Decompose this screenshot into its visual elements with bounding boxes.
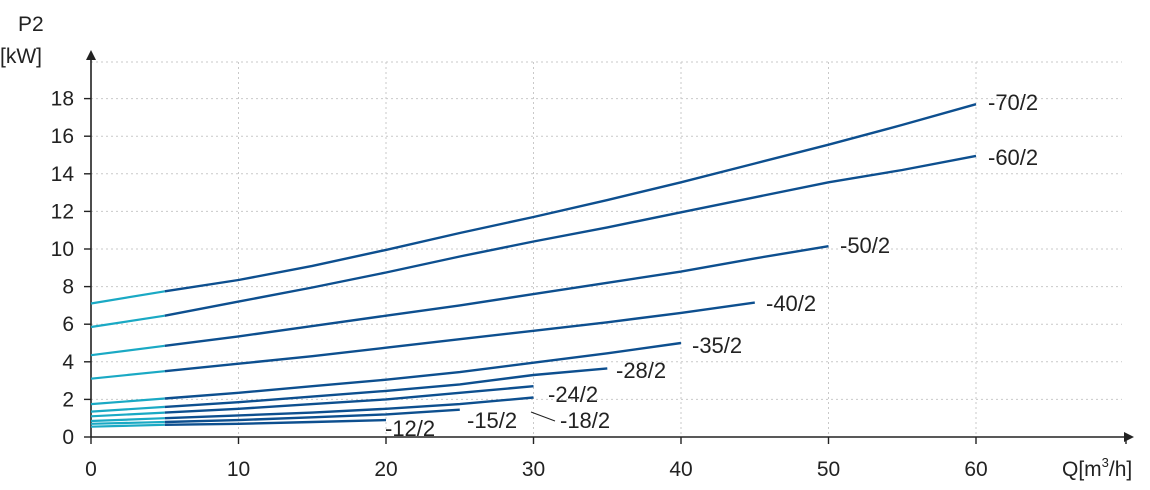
- y-tick-label-4: 4: [62, 351, 74, 374]
- series-70-2-low-flow-line: [90, 290, 165, 305]
- x-tick-label-40: 40: [669, 458, 692, 481]
- y-axis-arrow: [86, 50, 96, 60]
- series-label-15-2: -15/2: [467, 408, 517, 433]
- series-35-2-line: [164, 341, 682, 400]
- series-label-35-2: -35/2: [692, 333, 742, 358]
- y-tick-label-18: 18: [51, 88, 74, 111]
- y-axis-title-line2: [kW]: [0, 45, 42, 68]
- series-label-18-2: -18/2: [560, 408, 610, 433]
- series: [90, 103, 977, 428]
- grid: [91, 61, 1122, 437]
- y-tick-label-0: 0: [62, 426, 74, 449]
- series-18-2-leader-line: [530, 411, 556, 422]
- series-60-2-line: [164, 154, 977, 317]
- series-labels: -70/2 -60/2 -50/2 -40/2 -35/2 -28/2 -24/2-18/2…: [385, 90, 1038, 441]
- series-24-2-low-flow-line: [90, 411, 165, 418]
- series-label-40-2: -40/2: [766, 291, 816, 316]
- x-axis-title: Q[m3/h]: [1062, 455, 1132, 481]
- series-label-70-2: -70/2: [988, 90, 1038, 115]
- series-28-2-low-flow-line: [90, 405, 165, 413]
- series-15-2-line: [164, 408, 460, 424]
- axes: [86, 50, 1134, 442]
- series-18-2-line: [164, 396, 534, 420]
- series-40-2-low-flow-line: [90, 370, 165, 380]
- x-tick-label-0: 0: [85, 458, 97, 481]
- series-12-2-line: [164, 418, 387, 426]
- series-24-2-line: [164, 385, 534, 414]
- series-15-2-low-flow-line: [90, 420, 165, 425]
- x-axis-title-post: /h]: [1109, 458, 1132, 481]
- x-axis-title-pre: Q[m: [1062, 458, 1102, 481]
- x-tick-label-30: 30: [522, 458, 545, 481]
- series-28-2-line: [164, 367, 608, 409]
- y-tick-label-6: 6: [62, 313, 74, 336]
- y-tick-label-12: 12: [51, 200, 74, 223]
- series-35-2-low-flow-line: [90, 397, 165, 406]
- series-40-2-line: [164, 301, 755, 373]
- y-tick-label-10: 10: [51, 238, 74, 261]
- y-tick-label-8: 8: [62, 276, 74, 299]
- series-label-60-2: -60/2: [988, 145, 1038, 170]
- series-label-24-2: -24/2: [548, 382, 598, 407]
- series-60-2-low-flow-line: [90, 314, 165, 329]
- series-18-2-low-flow-line: [90, 417, 165, 423]
- x-tick-label-10: 10: [227, 458, 250, 481]
- x-tick-label-50: 50: [817, 458, 840, 481]
- x-tick-label-20: 20: [374, 458, 397, 481]
- series-50-2-low-flow-line: [90, 344, 165, 357]
- x-tick-label-60: 60: [964, 458, 987, 481]
- series-label-12-2: -12/2: [385, 416, 435, 441]
- y-tick-label-14: 14: [51, 163, 75, 186]
- y-tick-label-2: 2: [62, 388, 74, 411]
- x-axis-title-sup: 3: [1102, 455, 1109, 470]
- ticks: 0 10 20 30 40 50 60 0 2 4 6 8 10 12 14 16 18: [51, 88, 1127, 481]
- y-axis-title-line1: P2: [18, 13, 44, 36]
- series-label-50-2: -50/2: [840, 233, 890, 258]
- y-tick-label-16: 16: [51, 125, 74, 148]
- series-12-2-low-flow-line: [90, 423, 165, 428]
- series-label-28-2: -28/2: [616, 358, 666, 383]
- series-70-2-line: [164, 103, 977, 293]
- series-50-2-line: [164, 245, 829, 347]
